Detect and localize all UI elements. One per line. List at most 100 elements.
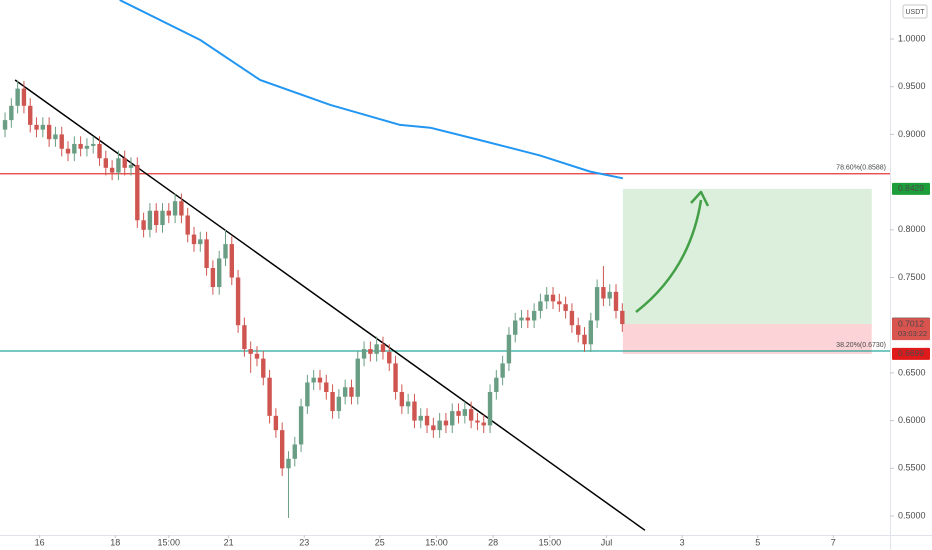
candle-body <box>336 396 342 412</box>
candle-body <box>34 124 39 130</box>
candle-body <box>267 377 272 416</box>
price-tag <box>892 347 930 360</box>
candle-body <box>210 267 216 288</box>
y-tick-label: 0.6000 <box>898 415 926 425</box>
candle-body <box>179 201 184 216</box>
x-tick-label: 25 <box>375 537 385 547</box>
candle-body <box>424 415 430 426</box>
candle-body <box>160 210 165 226</box>
candle-body <box>342 387 348 397</box>
candle-body <box>513 320 518 335</box>
candle-body <box>147 210 153 230</box>
candle-body <box>166 210 172 216</box>
candle-body <box>65 148 71 154</box>
candle-body <box>443 420 449 426</box>
candle-body <box>298 406 304 445</box>
x-tick-label: Jul <box>601 537 613 547</box>
y-tick-label: 0.7500 <box>898 272 926 282</box>
candle-body <box>324 382 329 392</box>
candle-body <box>550 294 556 302</box>
fib-level-label: 38.20%(0.6730) <box>836 342 886 349</box>
candle-body <box>412 401 417 421</box>
candle-body <box>305 382 310 407</box>
candle-body <box>91 143 96 146</box>
candle-body <box>135 164 140 221</box>
countdown: 03:03:22 <box>898 329 927 338</box>
candle-body <box>405 401 411 407</box>
x-tick-label: 28 <box>488 537 498 547</box>
candle-body <box>72 143 77 154</box>
candle-body <box>78 143 83 149</box>
candle-body <box>223 244 228 259</box>
candle-body <box>399 391 405 407</box>
candle-body <box>601 287 606 299</box>
price-tag-label: 0.8429 <box>898 183 924 193</box>
trend-line <box>14 79 646 531</box>
candle-body <box>462 409 468 416</box>
candle-body <box>311 377 316 383</box>
candle-body <box>46 124 52 140</box>
candle-body <box>248 349 253 354</box>
candle-body <box>387 351 392 364</box>
candle-body <box>109 167 115 173</box>
candle-body <box>563 304 568 311</box>
price-tag-label: 0.7012 <box>898 318 924 328</box>
arrow-head <box>690 190 710 207</box>
x-tick-label: 15:00 <box>425 537 448 547</box>
y-tick-label: 0.9500 <box>898 81 926 91</box>
candle-body <box>53 134 58 140</box>
candle-body <box>128 164 134 168</box>
candle-body <box>116 158 121 173</box>
candle-body <box>9 105 14 121</box>
candle-body <box>242 325 247 350</box>
x-tick-label: 23 <box>299 537 309 547</box>
candle-body <box>2 120 8 130</box>
candle-body <box>279 430 285 469</box>
x-tick-label: 7 <box>831 537 836 547</box>
x-tick-label: 3 <box>680 537 685 547</box>
profit-zone <box>622 188 872 325</box>
candle-body <box>368 349 373 354</box>
candle-body <box>122 158 127 168</box>
price-tag <box>892 182 930 195</box>
candle-body <box>468 409 474 421</box>
candle-body <box>487 391 493 426</box>
candle-body <box>582 334 587 345</box>
moving-average <box>119 0 624 180</box>
candle-body <box>380 344 386 352</box>
candle-body <box>21 88 27 106</box>
x-tick-label: 15:00 <box>539 537 562 547</box>
candle-body <box>317 377 323 383</box>
candle-body <box>141 220 146 230</box>
currency-label: USDT <box>905 9 925 16</box>
candle-body <box>355 358 360 397</box>
price-tag-label: 0.6699 <box>898 348 924 358</box>
arrow <box>635 199 703 313</box>
candle-body <box>431 425 436 431</box>
y-tick-label: 0.8000 <box>898 224 926 234</box>
candle-body <box>531 310 537 321</box>
candle-body <box>475 420 480 423</box>
x-tick-label: 5 <box>755 537 760 547</box>
candle-body <box>292 444 297 459</box>
y-tick-label: 0.5500 <box>898 463 926 473</box>
candle-body <box>569 310 575 326</box>
candle-body <box>330 391 335 412</box>
candle-body <box>620 310 625 325</box>
candle-body <box>594 287 600 321</box>
candle-body <box>588 320 594 345</box>
candle-body <box>613 291 619 311</box>
candle-body <box>216 258 222 288</box>
candle-body <box>494 377 499 392</box>
candle-body <box>544 294 549 302</box>
price-tag <box>892 318 930 341</box>
currency-badge <box>902 4 928 19</box>
y-tick-label: 0.5000 <box>898 510 926 520</box>
candle-body <box>254 353 260 359</box>
candle-body <box>261 358 266 378</box>
fib-level-label: 78.60%(0.8588) <box>836 165 886 172</box>
candle-body <box>525 317 531 321</box>
candle-body <box>418 415 423 421</box>
candle-body <box>557 301 562 305</box>
